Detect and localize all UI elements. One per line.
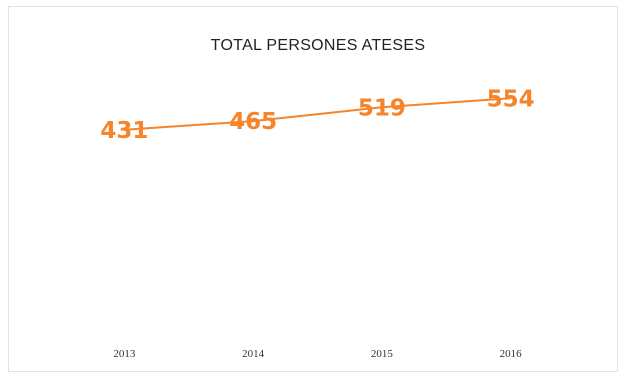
x-tick-label: 2016 xyxy=(500,348,523,360)
data-label: 554 xyxy=(487,86,535,112)
data-label: 465 xyxy=(229,109,277,135)
x-tick-label: 2014 xyxy=(242,348,265,360)
data-label: 519 xyxy=(358,95,406,121)
series-layer xyxy=(124,97,511,131)
chart-title: TOTAL PERSONES ATESES xyxy=(211,37,426,54)
chart-frame xyxy=(8,6,618,372)
x-tick-label: 2013 xyxy=(113,348,136,360)
x-axis: 2013 2014 2015 2016 xyxy=(113,348,522,360)
x-tick-label: 2015 xyxy=(371,348,394,360)
data-label: 431 xyxy=(100,118,148,144)
series-line xyxy=(124,97,511,131)
data-labels: 431 465 519 554 xyxy=(100,86,534,143)
